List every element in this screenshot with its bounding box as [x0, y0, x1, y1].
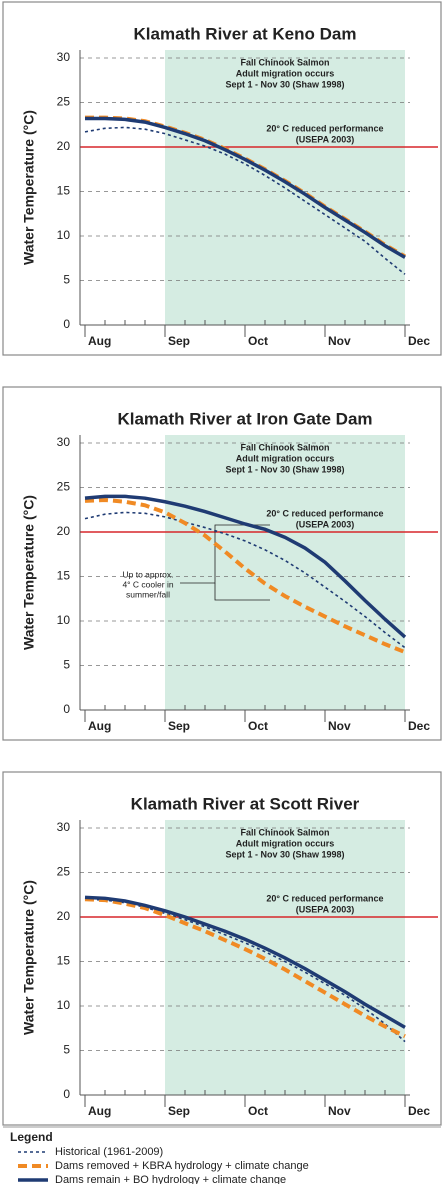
shade-label: Sept 1 - Nov 30 (Shaw 1998) — [225, 464, 344, 474]
panel-frame — [2, 771, 442, 1126]
x-tick-label: Dec — [408, 1104, 430, 1118]
x-tick-label: Sep — [168, 719, 190, 733]
y-tick-label: 20 — [57, 524, 71, 538]
panel-frame — [2, 1, 442, 356]
chart-title: Klamath River at Keno Dam — [134, 24, 357, 43]
legend-title: Legend — [10, 1130, 53, 1144]
note: Up to approx. — [122, 569, 173, 579]
y-tick-label: 15 — [57, 184, 71, 198]
x-tick-label: Dec — [408, 719, 430, 733]
y-tick-label: 25 — [57, 480, 71, 494]
y-tick-label: 15 — [57, 954, 71, 968]
y-tick-label: 30 — [57, 50, 71, 64]
x-tick-label: Aug — [88, 1104, 111, 1118]
shade-label: Sept 1 - Nov 30 (Shaw 1998) — [225, 849, 344, 859]
y-tick-label: 10 — [57, 228, 71, 242]
shade-label: Fall Chinook Salmon — [240, 442, 329, 452]
y-tick-label: 5 — [63, 273, 70, 287]
note-bracket — [214, 583, 270, 601]
note: 4° C cooler in — [122, 579, 173, 589]
legend-label: Historical (1961-2009) — [55, 1146, 163, 1158]
x-tick-label: Sep — [168, 1104, 190, 1118]
shade-label: Adult migration occurs — [236, 838, 335, 848]
shade-label: Sept 1 - Nov 30 (Shaw 1998) — [225, 79, 344, 89]
shade-label: Adult migration occurs — [236, 68, 335, 78]
y-tick-label: 5 — [63, 658, 70, 672]
threshold-label: 20° C reduced performance — [266, 123, 383, 133]
x-tick-label: Sep — [168, 334, 190, 348]
threshold-label: (USEPA 2003) — [296, 134, 355, 144]
x-tick-label: Dec — [408, 334, 430, 348]
shade-label: Fall Chinook Salmon — [240, 827, 329, 837]
shade-band — [165, 435, 405, 710]
y-tick-label: 25 — [57, 865, 71, 879]
y-tick-label: 0 — [63, 1087, 70, 1101]
x-tick-label: Aug — [88, 334, 111, 348]
series-line — [84, 497, 406, 655]
y-tick-label: 5 — [63, 1043, 70, 1057]
y-tick-label: 25 — [57, 95, 71, 109]
x-tick-label: Nov — [328, 1104, 351, 1118]
series-line — [84, 494, 407, 639]
legend-label: Dams removed + KBRA hydrology + climate … — [55, 1160, 309, 1172]
shade-band — [165, 50, 405, 325]
x-tick-label: Nov — [328, 334, 351, 348]
shade-label: Fall Chinook Salmon — [240, 57, 329, 67]
note: summer/fall — [126, 589, 170, 599]
series-line — [85, 116, 406, 259]
series-line — [84, 897, 406, 1039]
threshold-label: 20° C reduced performance — [266, 893, 383, 903]
chart-title: Klamath River at Scott River — [131, 794, 360, 813]
x-tick-label: Oct — [248, 334, 268, 348]
x-tick-label: Oct — [248, 1104, 268, 1118]
y-tick-label: 30 — [57, 820, 71, 834]
x-tick-label: Nov — [328, 719, 351, 733]
y-tick-label: 10 — [57, 998, 71, 1012]
threshold-label: (USEPA 2003) — [296, 904, 355, 914]
shade-label: Adult migration occurs — [236, 453, 335, 463]
y-tick-label: 10 — [57, 613, 71, 627]
y-tick-label: 20 — [57, 909, 71, 923]
threshold-label: (USEPA 2003) — [296, 519, 355, 529]
panel-frame — [2, 386, 442, 741]
legend-label: Dams remain + BO hydrology + climate cha… — [55, 1174, 286, 1184]
y-tick-label: 15 — [57, 569, 71, 583]
chart-title: Klamath River at Iron Gate Dam — [117, 409, 372, 428]
y-tick-label: 0 — [63, 702, 70, 716]
series-line — [84, 511, 406, 649]
threshold-label: 20° C reduced performance — [266, 508, 383, 518]
y-tick-label: 30 — [57, 435, 71, 449]
y-axis-label: Water Temperature (°C) — [21, 110, 37, 265]
series-line — [84, 895, 406, 1029]
y-tick-label: 0 — [63, 317, 70, 331]
y-axis-label: Water Temperature (°C) — [21, 495, 37, 650]
y-axis-label: Water Temperature (°C) — [21, 880, 37, 1035]
x-tick-label: Oct — [248, 719, 268, 733]
y-tick-label: 20 — [57, 139, 71, 153]
x-tick-label: Aug — [88, 719, 111, 733]
